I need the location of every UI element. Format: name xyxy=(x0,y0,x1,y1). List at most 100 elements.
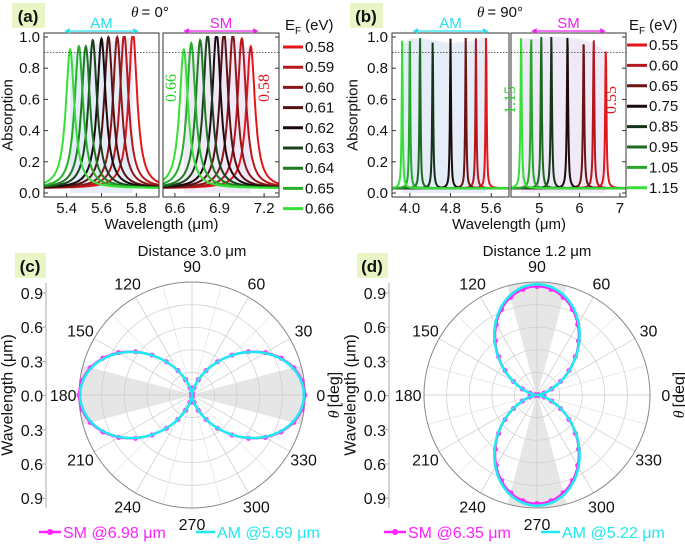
y-tick-label: 0.8 xyxy=(19,60,40,77)
grid-spoke xyxy=(507,285,538,396)
y-tick-label: 1.0 xyxy=(367,29,388,46)
panel-title: θ = 0° xyxy=(131,4,169,21)
angle-tick-label: 120 xyxy=(459,276,486,293)
y-tick-label: 0.6 xyxy=(367,91,388,108)
grid-spoke xyxy=(480,394,538,494)
legend-entry: 0.62 xyxy=(305,120,334,137)
radial-axis-label: Wavelength (μm) xyxy=(343,334,360,456)
grid-spoke xyxy=(536,285,567,396)
x-tick-label: 6.6 xyxy=(164,200,185,217)
grid-spoke xyxy=(480,296,538,396)
legend-entry-am: AM @5.69 μm xyxy=(217,525,320,542)
absorption-curve-1.15 xyxy=(511,38,626,190)
legend-title-sub: F xyxy=(639,26,645,37)
subplot-sm: 6.6 6.9 7.2 SM xyxy=(162,15,280,217)
angle-tick-label: 0 xyxy=(316,388,325,405)
y-axis-label: Absorption xyxy=(345,79,362,151)
grid-spoke xyxy=(427,365,538,396)
subplot-am: 5.4 5.6 5.8 AM xyxy=(43,15,160,217)
region-label-sm: SM xyxy=(557,15,580,32)
legend-title: EF (eV) xyxy=(285,17,333,37)
subplot-sm: 5 6 7 SM xyxy=(510,15,627,217)
radial-tick-label: 0.9 xyxy=(364,491,386,508)
region-label-sm: SM xyxy=(210,15,233,32)
angular-axis-label: θ [deg] xyxy=(326,372,343,418)
legend-entry: 0.60 xyxy=(649,57,678,74)
x-tick-label: 5.4 xyxy=(56,200,77,217)
angle-tick-label: 30 xyxy=(640,324,658,341)
title-text: = 0° xyxy=(142,4,169,21)
polar-title: Distance 1.2 μm xyxy=(483,243,592,260)
legend-entry: 0.95 xyxy=(649,139,678,156)
polar-frame xyxy=(423,281,651,509)
absorption-panel-b: (b) θ = 90° Absorption 0.0 0.2 0.4 0.6 0.8 1.0 Wav… xyxy=(345,3,678,233)
title-text: = 90° xyxy=(487,4,523,21)
angle-tick-label: 240 xyxy=(114,500,141,517)
x-tick-label: 5.6 xyxy=(481,200,502,217)
angle-tick-label: 210 xyxy=(67,452,94,469)
absorption-curve-1.15 xyxy=(391,40,509,190)
legend-entry: 0.64 xyxy=(305,160,334,177)
grid-spoke xyxy=(93,394,193,452)
grid-spoke xyxy=(191,394,302,425)
polar-panel-d: (d) Distance 1.2 μm 0 30 60 90 120 150 180 210 240… xyxy=(343,243,685,542)
region-label-am: AM xyxy=(90,15,113,32)
y-tick-label: 1.0 xyxy=(19,29,40,46)
radial-tick-label: 0.9 xyxy=(21,491,43,508)
angular-label-text: [deg] xyxy=(671,372,685,408)
polar-curve-am xyxy=(493,282,581,508)
grid-spoke xyxy=(536,365,647,396)
legend-entry-am: AM @5.22 μm xyxy=(562,525,665,542)
grid-spoke xyxy=(93,338,193,396)
x-tick-label: 6.9 xyxy=(209,200,230,217)
angle-tick-label: 180 xyxy=(395,388,422,405)
legend-entry: 0.55 xyxy=(649,37,678,54)
legend-entry: 1.15 xyxy=(649,180,678,197)
polar-panel-c: (c) Distance 3.0 μm 0 30 60 90 120 150 180 210 240… xyxy=(0,243,343,542)
y-tick-label: 0.6 xyxy=(19,91,40,108)
grid-spoke xyxy=(536,394,594,494)
grid-spoke xyxy=(135,394,193,494)
legend-entry: 0.66 xyxy=(305,201,334,218)
angle-tick-label: 180 xyxy=(50,388,77,405)
panel-label: (d) xyxy=(361,257,383,276)
x-tick-label: 7.2 xyxy=(254,200,275,217)
annotation-low: 0.66 xyxy=(163,74,180,102)
grid-spoke xyxy=(536,296,594,396)
legend-entry: 0.85 xyxy=(649,119,678,136)
annotation-high: 0.55 xyxy=(603,86,620,114)
theta-symbol: θ xyxy=(671,410,685,418)
angle-tick-label: 120 xyxy=(114,276,141,293)
angle-tick-label: 240 xyxy=(459,500,486,517)
legend-title-main: E xyxy=(285,17,295,34)
y-tick-label: 0.4 xyxy=(19,123,40,140)
angular-label-text: [deg] xyxy=(326,372,343,408)
radial-tick-label: 0.3 xyxy=(364,423,386,440)
angle-tick-label: 30 xyxy=(295,324,313,341)
grid-spoke xyxy=(191,394,222,505)
subplot-am: 4.0 4.8 5.6 AM xyxy=(391,15,510,217)
angle-tick-label: 270 xyxy=(524,517,551,534)
grid-spoke xyxy=(191,296,249,396)
grid-spoke xyxy=(507,394,538,505)
radial-tick-label: 0.3 xyxy=(21,423,43,440)
plot-frame xyxy=(162,32,280,198)
grid-spoke xyxy=(135,296,193,396)
grid-spoke xyxy=(191,338,291,396)
panel-label: (a) xyxy=(18,7,39,26)
grid-spoke xyxy=(438,394,538,452)
grid-spoke xyxy=(191,365,302,396)
panel-label-bg xyxy=(350,3,383,28)
angle-tick-label: 150 xyxy=(67,324,94,341)
radial-tick-label: 0.6 xyxy=(364,320,386,337)
legend-title-main: E xyxy=(629,17,639,34)
angle-tick-label: 210 xyxy=(412,452,439,469)
x-tick-label: 5.6 xyxy=(91,200,112,217)
y-tick-label: 0.2 xyxy=(367,154,388,171)
polar-curve-am xyxy=(78,350,306,440)
angle-tick-label: 270 xyxy=(179,517,206,534)
grid-spoke xyxy=(82,394,193,425)
grid-spoke xyxy=(536,394,647,425)
x-tick-label: 5.8 xyxy=(126,200,147,217)
